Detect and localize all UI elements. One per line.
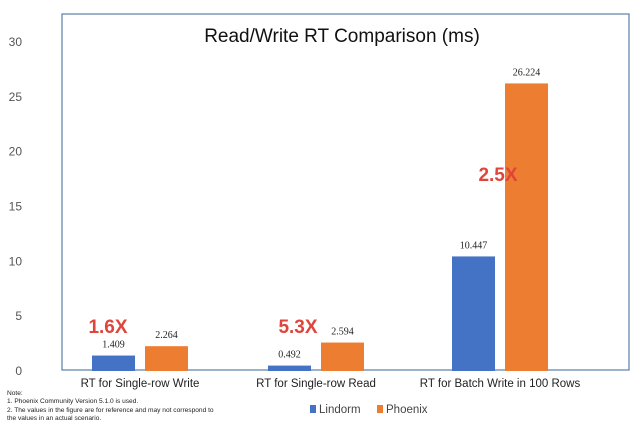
bar-phoenix (505, 83, 548, 372)
legend: Lindorm Phoenix (310, 404, 428, 416)
bar-lindorm (268, 365, 311, 371)
legend-swatch-lindorm (310, 405, 316, 413)
y-tick-label: 15 (9, 200, 23, 214)
note-line: 2. The values in the figure are for refe… (7, 406, 214, 414)
data-label: 2.594 (331, 327, 354, 338)
bars (92, 83, 548, 372)
legend-label: Phoenix (386, 404, 428, 416)
bar-phoenix (321, 342, 364, 371)
y-tick-label: 30 (9, 35, 23, 49)
data-label: 26.224 (513, 67, 541, 78)
note-line: the values in an actual scenario. (7, 414, 102, 422)
bar-lindorm (92, 355, 135, 371)
legend-swatch-phoenix (377, 405, 383, 413)
data-label: 10.447 (460, 240, 488, 251)
x-tick-label: RT for Batch Write in 100 Rows (420, 378, 581, 390)
bar-lindorm (452, 256, 495, 371)
value-labels: 1.409 2.264 0.492 2.594 10.447 26.224 1.6X 5.3X… (88, 67, 540, 360)
multiplier-annotation: 1.6X (88, 317, 127, 338)
data-label: 1.409 (102, 340, 125, 351)
chart-title: Read/Write RT Comparison (ms) (204, 26, 480, 47)
y-tick-label: 25 (9, 90, 23, 104)
note-line: 1. Phoenix Community Version 5.1.0 is us… (7, 398, 139, 406)
legend-label: Lindorm (319, 404, 361, 416)
bar-phoenix (145, 346, 188, 371)
y-tick-label: 10 (9, 254, 23, 268)
x-tick-label: RT for Single-row Read (256, 378, 376, 390)
multiplier-annotation: 5.3X (278, 317, 317, 338)
y-axis: 0 5 10 15 20 25 30 (9, 35, 23, 378)
x-tick-label: RT for Single-row Write (81, 378, 200, 390)
y-tick-label: 5 (15, 309, 22, 323)
data-label: 0.492 (278, 350, 301, 361)
category-labels: RT for Single-row Write RT for Single-row… (81, 378, 581, 390)
y-tick-label: 0 (15, 364, 22, 378)
multiplier-annotation: 2.5X (478, 165, 517, 186)
y-tick-label: 20 (9, 145, 23, 159)
note-heading: Note: (7, 390, 23, 397)
note: Note: 1. Phoenix Community Version 5.1.0… (7, 390, 257, 423)
data-label: 2.264 (155, 330, 178, 341)
